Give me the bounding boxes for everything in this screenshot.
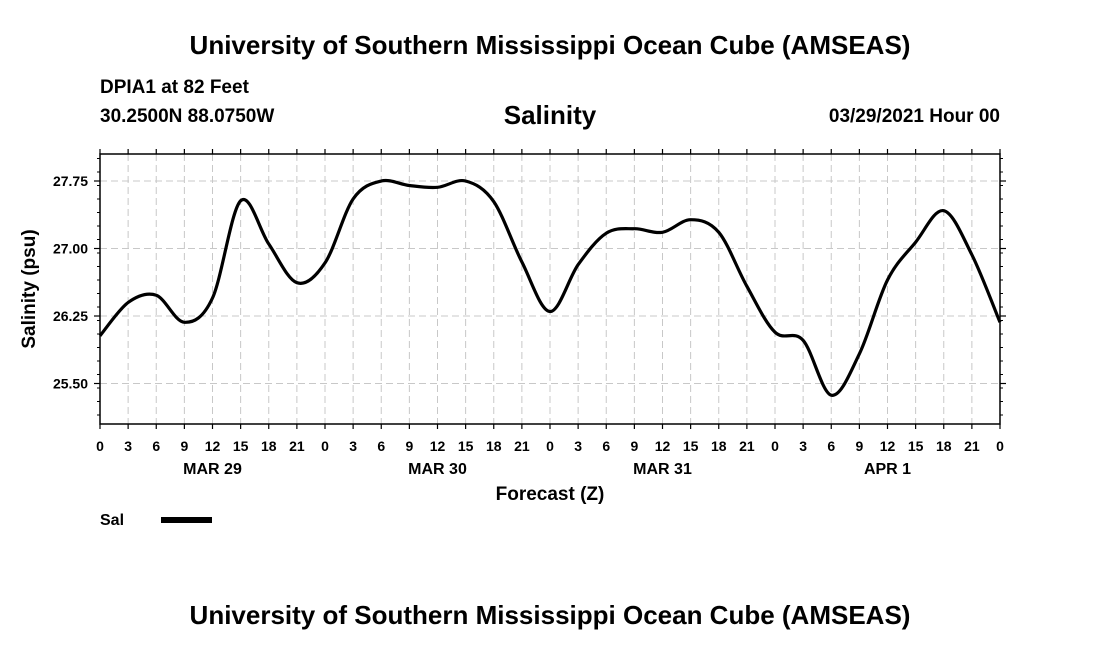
x-tick-label: 12: [880, 438, 896, 454]
x-tick-label: 21: [964, 438, 980, 454]
coordinates-label: 30.2500N 88.0750W: [100, 106, 275, 127]
x-tick-label: 12: [655, 438, 671, 454]
report-title: University of Southern Mississippi Ocean…: [189, 30, 911, 60]
x-tick-label: 18: [486, 438, 502, 454]
x-tick-label: 15: [908, 438, 924, 454]
series-layer: [98, 178, 1002, 397]
y-axis-label: Salinity (psu): [19, 229, 40, 348]
x-tick-label: 3: [349, 438, 357, 454]
day-label: MAR 30: [408, 461, 467, 478]
x-tick-label: 3: [799, 438, 807, 454]
y-axis: 25.50 26.25 27.00 27.75: [53, 158, 1006, 416]
x-tick-label: 6: [827, 438, 835, 454]
x-tick-label: 6: [152, 438, 160, 454]
station-label: DPIA1 at 82 Feet: [100, 77, 249, 98]
x-axis: 0 3 6 9 12 15 18 21 0 3 6 9 12 15 18 21 0 3 6 9 12 15 18 21 0 3 6 9…: [96, 149, 1004, 478]
x-tick-label: 9: [180, 438, 188, 454]
y-tick-label: 27.75: [53, 173, 88, 189]
y-tick-label: 27.00: [53, 241, 88, 257]
forecast-date-label: 03/29/2021 Hour 00: [828, 106, 1000, 127]
day-label: MAR 29: [183, 461, 242, 478]
x-tick-label: 18: [261, 438, 277, 454]
x-tick-label: 12: [430, 438, 446, 454]
legend-label: Sal: [100, 512, 124, 529]
x-tick-label: 12: [205, 438, 221, 454]
x-tick-label: 0: [321, 438, 329, 454]
x-tick-label: 21: [739, 438, 755, 454]
x-tick-label: 0: [96, 438, 104, 454]
chart-grid: [100, 154, 1000, 424]
plot-frame: [99, 153, 1001, 425]
footer-title: University of Southern Mississippi Ocean…: [189, 600, 911, 630]
x-tick-label: 15: [683, 438, 699, 454]
x-axis-label: Forecast (Z): [496, 484, 605, 505]
day-label: APR 1: [864, 461, 911, 478]
x-tick-label: 18: [711, 438, 727, 454]
x-tick-label: 9: [855, 438, 863, 454]
y-tick-label: 26.25: [53, 308, 88, 324]
x-tick-label: 9: [630, 438, 638, 454]
x-tick-label: 6: [602, 438, 610, 454]
x-tick-label: 0: [771, 438, 779, 454]
x-tick-label: 15: [233, 438, 249, 454]
day-label: MAR 31: [633, 461, 692, 478]
x-tick-label: 3: [574, 438, 582, 454]
x-tick-label: 18: [936, 438, 952, 454]
x-tick-label: 9: [405, 438, 413, 454]
salinity-chart: 25.50 26.25 27.00 27.75 0 3 6 9 12 15 18 21 0 3 6 9 12 1…: [19, 149, 1006, 529]
x-tick-label: 0: [996, 438, 1004, 454]
y-tick-label: 25.50: [53, 376, 88, 392]
x-tick-label: 6: [377, 438, 385, 454]
x-tick-label: 21: [289, 438, 305, 454]
series-line-salinity: [98, 178, 1002, 397]
x-tick-label: 15: [458, 438, 474, 454]
chart-title: Salinity: [503, 100, 597, 130]
x-tick-label: 0: [546, 438, 554, 454]
x-tick-label: 3: [124, 438, 132, 454]
x-tick-label: 21: [514, 438, 530, 454]
